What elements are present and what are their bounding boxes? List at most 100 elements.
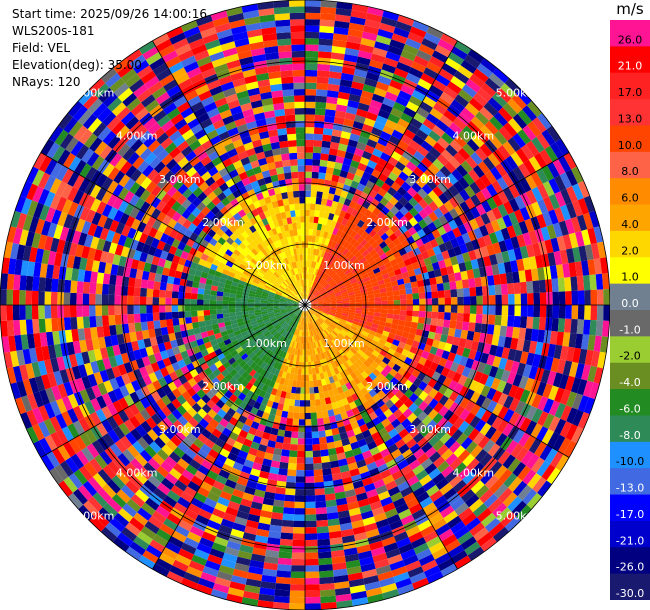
velocity-bin (353, 287, 361, 292)
velocity-bin (514, 209, 525, 223)
velocity-bin (401, 271, 410, 279)
velocity-bin (437, 137, 450, 150)
velocity-bin (353, 68, 368, 78)
velocity-bin (492, 92, 508, 108)
velocity-bin (584, 244, 594, 261)
velocity-bin (305, 463, 314, 471)
velocity-bin (315, 399, 321, 407)
velocity-bin (398, 283, 406, 291)
velocity-bin (360, 316, 368, 322)
velocity-bin (305, 501, 316, 509)
velocity-bin (210, 290, 218, 296)
velocity-bin (140, 279, 149, 289)
velocity-bin (448, 273, 456, 283)
velocity-bin (216, 309, 223, 315)
velocity-bin (576, 275, 585, 291)
velocity-bin (436, 318, 444, 327)
velocity-bin (365, 180, 375, 190)
velocity-bin (428, 84, 444, 98)
velocity-bin (279, 538, 293, 547)
velocity-bin (530, 268, 539, 282)
velocity-bin (327, 154, 337, 162)
velocity-bin (396, 61, 411, 73)
velocity-bin (348, 314, 355, 319)
velocity-bin (345, 320, 353, 326)
velocity-bin (531, 136, 545, 153)
velocity-bin (368, 229, 377, 238)
velocity-bin (446, 230, 456, 241)
velocity-bin (388, 233, 398, 242)
velocity-bin (571, 305, 579, 320)
velocity-bin (352, 120, 364, 130)
velocity-bin (568, 262, 577, 278)
velocity-bin (435, 73, 451, 87)
velocity-bin (63, 317, 72, 331)
velocity-bin (351, 127, 362, 136)
velocity-bin (305, 38, 319, 45)
velocity-bin (318, 557, 333, 566)
velocity-bin (444, 161, 457, 174)
velocity-bin (275, 487, 286, 495)
velocity-bin (429, 147, 442, 159)
velocity-bin (439, 114, 453, 128)
velocity-bin (361, 171, 372, 181)
velocity-bin (537, 113, 552, 130)
velocity-bin (337, 280, 344, 286)
velocity-bin (351, 281, 359, 287)
velocity-bin (371, 263, 379, 271)
velocity-bin (483, 102, 499, 117)
velocity-bin (366, 138, 378, 149)
velocity-bin (308, 286, 311, 293)
velocity-bin (319, 230, 325, 238)
velocity-bin (310, 248, 314, 255)
velocity-bin (371, 281, 379, 287)
velocity-bin (127, 305, 134, 315)
velocity-bin (277, 474, 288, 482)
velocity-bin (571, 290, 579, 305)
velocity-bin (386, 313, 394, 319)
velocity-bin (331, 248, 337, 256)
velocity-bin (544, 356, 554, 371)
velocity-bin (347, 316, 355, 321)
velocity-bin (474, 351, 483, 362)
velocity-bin (429, 346, 438, 356)
velocity-bin (320, 153, 329, 161)
velocity-bin (57, 292, 64, 305)
velocity-bin (354, 147, 365, 157)
velocity-bin (454, 204, 465, 216)
velocity-bin (508, 198, 520, 212)
velocity-bin (38, 318, 46, 333)
velocity-bin (371, 241, 380, 249)
velocity-bin (305, 158, 313, 166)
velocity-bin (341, 217, 349, 226)
velocity-bin (228, 305, 236, 309)
velocity-bin (311, 306, 318, 308)
velocity-bin (279, 416, 288, 425)
velocity-bin (336, 269, 343, 276)
velocity-bin (530, 171, 543, 187)
velocity-bin (342, 307, 350, 310)
velocity-bin (349, 87, 363, 97)
velocity-bin (362, 84, 376, 94)
velocity-bin (394, 201, 404, 211)
velocity-bin (419, 298, 426, 305)
velocity-bin (454, 272, 462, 282)
velocity-bin (281, 449, 290, 457)
velocity-bin (390, 205, 400, 216)
velocity-bin (19, 305, 26, 320)
velocity-bin (477, 236, 487, 249)
velocity-bin (82, 305, 90, 317)
velocity-bin (471, 239, 481, 250)
velocity-bin (309, 297, 316, 302)
velocity-bin (344, 47, 360, 57)
velocity-bin (310, 267, 313, 274)
velocity-bin (531, 186, 543, 202)
velocity-bin (460, 270, 469, 281)
velocity-bin (492, 242, 502, 254)
velocity-bin (406, 293, 413, 300)
velocity-bin (351, 208, 359, 217)
velocity-bin (342, 60, 357, 69)
velocity-bin (345, 284, 353, 290)
velocity-bin (360, 214, 369, 223)
velocity-bin (388, 332, 396, 340)
